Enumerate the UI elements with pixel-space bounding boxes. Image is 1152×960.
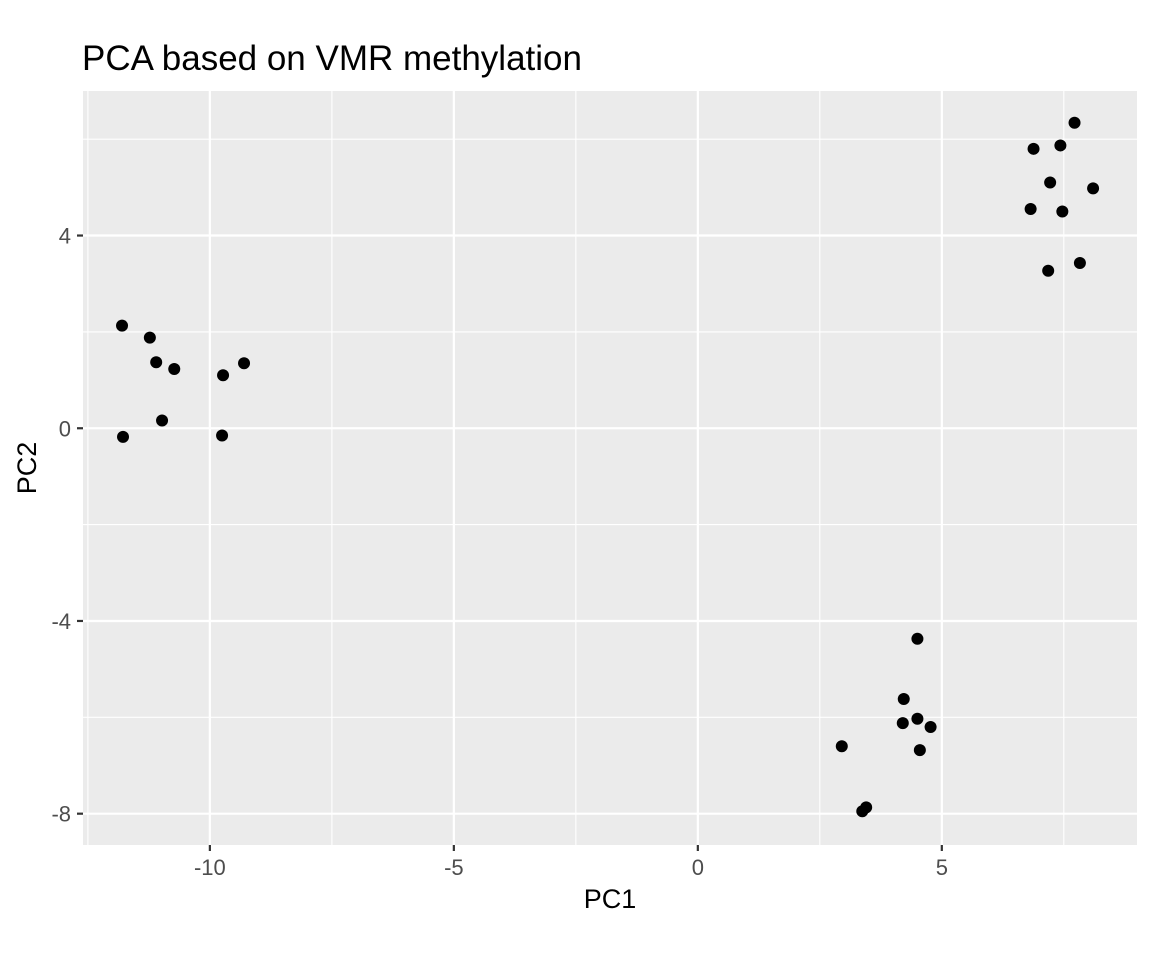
data-point [150,356,163,369]
data-point [1068,116,1081,129]
data-point [116,319,129,332]
data-point [1073,256,1086,269]
minor-gridlines [83,91,1137,845]
data-point [1044,176,1057,189]
y-tick-label: -8 [51,802,71,827]
y-tick-label: -4 [51,609,71,634]
major-gridlines [83,91,1137,845]
data-point [1024,203,1037,216]
x-tick-label: -5 [444,855,464,880]
data-point [913,744,926,757]
x-tick-label: 0 [692,855,704,880]
data-point [1054,139,1067,152]
y-tick-label: 4 [59,224,71,249]
plot-panel [83,91,1137,845]
data-point [217,369,230,382]
data-point [924,720,937,733]
x-axis-title: PC1 [584,884,637,914]
data-point [156,414,169,427]
data-points [116,116,1100,818]
x-tick-label: -10 [194,855,226,880]
data-point [856,805,869,818]
x-axis-ticks: -10 -5 0 5 [194,845,948,880]
data-point [911,712,924,725]
data-point [117,430,130,443]
data-point [835,740,848,753]
data-point [897,693,910,706]
x-tick-label: 5 [936,855,948,880]
data-point [1027,142,1040,155]
data-point [1042,264,1055,277]
data-point [168,362,181,375]
chart-title: PCA based on VMR methylation [82,39,582,78]
data-point [911,632,924,645]
data-point [238,357,251,370]
data-point [1087,182,1100,195]
data-point [1056,205,1069,218]
data-point [216,429,229,442]
y-axis-ticks: -8 -4 0 4 [51,224,83,827]
data-point [896,717,909,730]
data-point [143,331,156,344]
y-tick-label: 0 [59,416,71,441]
y-axis-title: PC2 [12,442,42,495]
